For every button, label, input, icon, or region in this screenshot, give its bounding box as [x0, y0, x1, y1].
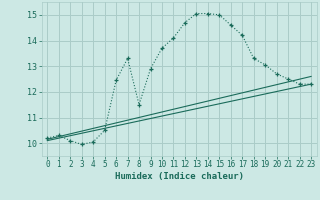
- X-axis label: Humidex (Indice chaleur): Humidex (Indice chaleur): [115, 172, 244, 181]
